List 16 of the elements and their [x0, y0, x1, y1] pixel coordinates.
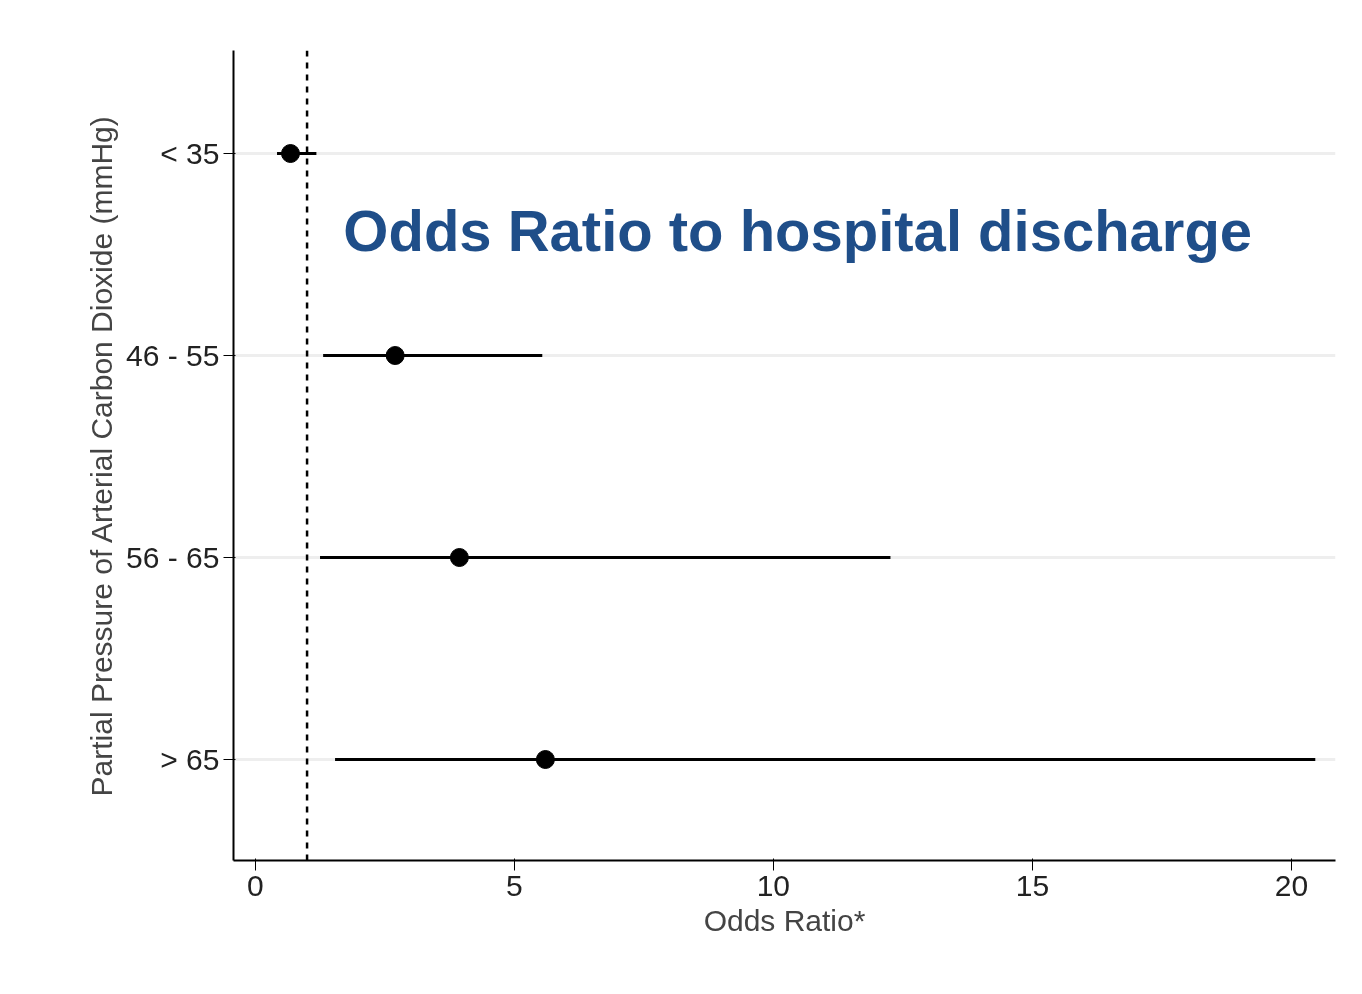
y-tick-label: > 65	[160, 743, 220, 776]
point	[280, 144, 300, 163]
x-tick-label: 10	[756, 868, 791, 902]
x-tick-label: 5	[505, 868, 523, 902]
x-tick-label: 0	[246, 868, 264, 902]
point	[449, 548, 469, 567]
x-tick-label: 15	[1015, 868, 1050, 902]
y-axis-title: Partial Pressure of Arterial Carbon Dioxide (mmHg)	[85, 116, 119, 797]
point	[385, 346, 405, 365]
y-tick-label: < 35	[160, 137, 220, 171]
y-tick-label: 56 - 65	[126, 541, 220, 575]
x-axis-title: Odds Ratio*	[703, 903, 866, 937]
x-tick-label: 20	[1274, 868, 1309, 902]
y-tick-label: 46 - 55	[126, 339, 220, 373]
point	[535, 750, 555, 769]
text: Odds Ratio to hospital discharge	[343, 197, 1253, 263]
